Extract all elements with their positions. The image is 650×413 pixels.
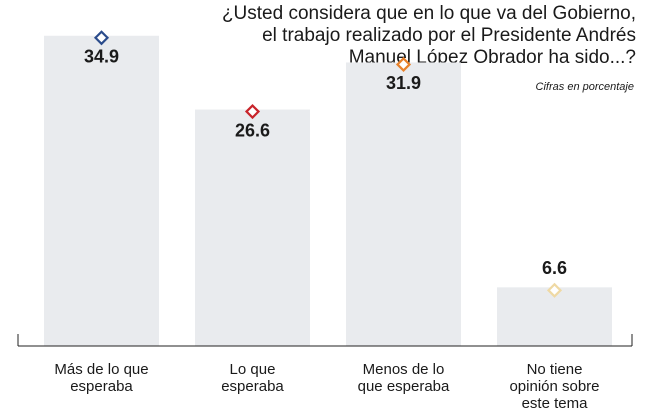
- marker: [244, 104, 261, 120]
- title-line: el trabajo realizado por el Presidente A…: [262, 25, 636, 46]
- marker: [93, 30, 110, 46]
- subtitle: Cifras en porcentaje: [536, 81, 634, 93]
- value-label: 26.6: [235, 120, 270, 140]
- x-tick-label: que esperaba: [358, 378, 450, 395]
- value-label: 34.9: [84, 47, 119, 67]
- value-label: 31.9: [386, 73, 421, 93]
- bar: [346, 62, 461, 346]
- x-tick-label: Lo que: [230, 361, 276, 378]
- x-tick-label: No tiene: [527, 361, 583, 378]
- x-tick-label: Más de lo que: [54, 361, 148, 378]
- chart-title: ¿Usted considera que en lo que va del Go…: [222, 3, 636, 68]
- value-label: 6.6: [542, 258, 567, 278]
- marker: [546, 282, 563, 298]
- marker: [395, 56, 412, 73]
- title-line: ¿Usted considera que en lo que va del Go…: [222, 3, 636, 24]
- x-tick-label: esperaba: [70, 378, 133, 395]
- bar: [195, 109, 310, 346]
- x-tick-label: esperaba: [221, 378, 284, 395]
- x-tick-label: este tema: [522, 395, 589, 412]
- x-tick-label: Menos de lo: [363, 361, 445, 378]
- bar: [44, 35, 159, 347]
- x-tick-label: opinión sobre: [509, 378, 599, 395]
